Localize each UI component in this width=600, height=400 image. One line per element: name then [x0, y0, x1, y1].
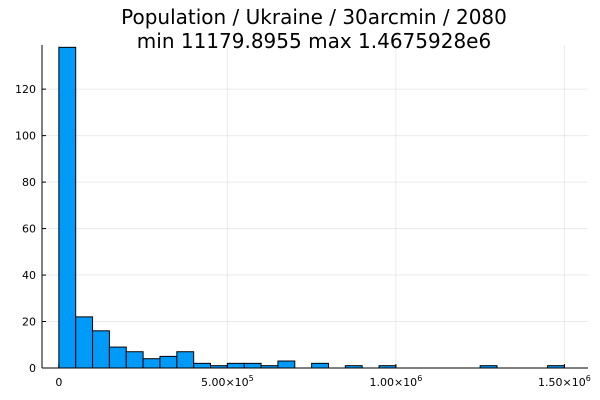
y-tick-label: 0 — [29, 362, 36, 375]
histogram-bar — [277, 360, 296, 369]
histogram-bars — [58, 46, 565, 369]
histogram-bar — [75, 316, 94, 369]
y-axis-tick-labels: 0 20 40 60 80 100 120 — [15, 83, 36, 375]
histogram-bar — [193, 362, 212, 369]
histogram-bar — [92, 330, 110, 369]
chart-title: Population / Ukraine / 30arcmin / 2080 — [121, 5, 507, 29]
y-tick-label: 120 — [15, 83, 36, 96]
y-tick-label: 20 — [22, 316, 36, 329]
x-tick-label: 5.00×105 — [201, 374, 254, 389]
x-axis-tick-labels: 0 5.00×105 1.00×106 1.50×106 — [55, 374, 590, 389]
y-tick-label: 80 — [22, 176, 36, 189]
histogram-bar — [176, 351, 195, 369]
histogram-bar — [108, 346, 127, 369]
axes — [41, 45, 588, 369]
histogram-bar — [311, 362, 329, 369]
x-tick-label: 1.00×106 — [369, 374, 422, 389]
grid-lines — [42, 45, 588, 369]
chart-subtitle: min 11179.8955 max 1.4675928e6 — [137, 29, 491, 53]
y-tick-label: 40 — [22, 269, 36, 282]
histogram-bar — [159, 355, 178, 369]
histogram-bar — [125, 351, 144, 369]
y-tick-label: 60 — [22, 223, 36, 236]
histogram-bar — [243, 362, 262, 369]
histogram-bar — [226, 362, 245, 369]
x-tick-label: 0 — [55, 376, 62, 389]
y-tick-label: 100 — [15, 130, 36, 143]
histogram-bar — [58, 46, 77, 369]
x-tick-label: 1.50×106 — [538, 374, 591, 389]
histogram-bar — [142, 358, 161, 369]
